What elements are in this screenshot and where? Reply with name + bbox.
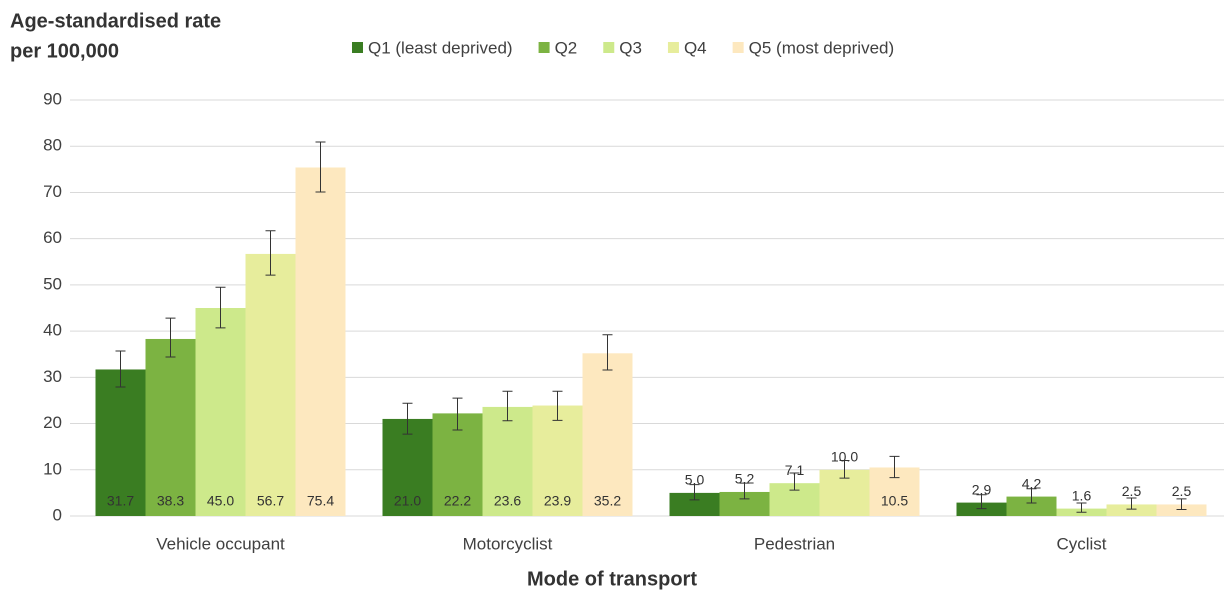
legend-swatch bbox=[538, 42, 550, 53]
bar bbox=[145, 338, 196, 516]
error-bar bbox=[165, 317, 176, 358]
value-label: 2.9 bbox=[972, 481, 992, 497]
bar bbox=[95, 369, 146, 516]
legend-swatch bbox=[667, 42, 679, 53]
bar bbox=[295, 167, 346, 517]
y-tick-label: 70 bbox=[43, 182, 62, 201]
bar bbox=[1006, 496, 1057, 516]
bar bbox=[956, 502, 1007, 516]
x-tick-label: Motorcyclist bbox=[463, 534, 553, 553]
y-tick-label: 10 bbox=[43, 459, 62, 478]
value-label: 56.7 bbox=[257, 493, 284, 509]
bar bbox=[1156, 504, 1207, 516]
error-bar bbox=[739, 482, 750, 500]
value-label: 1.6 bbox=[1072, 487, 1092, 503]
legend-label: Q3 bbox=[619, 38, 642, 57]
legend-label: Q1 (least deprived) bbox=[368, 38, 513, 57]
error-bar bbox=[315, 141, 326, 193]
y-axis-title: per 100,000 bbox=[10, 40, 119, 62]
y-tick-label: 0 bbox=[53, 505, 62, 524]
bar bbox=[582, 353, 633, 516]
value-label: 35.2 bbox=[594, 493, 621, 509]
value-label: 7.1 bbox=[785, 462, 805, 478]
error-bar bbox=[402, 402, 413, 435]
error-bar bbox=[552, 390, 563, 421]
y-tick-label: 60 bbox=[43, 228, 62, 247]
value-label: 10.5 bbox=[881, 493, 908, 509]
value-label: 5.0 bbox=[685, 472, 705, 488]
value-label: 2.5 bbox=[1172, 483, 1192, 499]
value-label: 22.2 bbox=[444, 493, 471, 509]
value-label: 2.5 bbox=[1122, 483, 1142, 499]
y-tick-label: 20 bbox=[43, 413, 62, 432]
error-bar bbox=[689, 484, 700, 501]
y-tick-label: 40 bbox=[43, 321, 62, 340]
error-bar bbox=[889, 455, 900, 479]
legend-label: Q5 (most deprived) bbox=[749, 38, 895, 57]
bar bbox=[532, 405, 583, 516]
bar bbox=[482, 406, 533, 516]
bar bbox=[1106, 504, 1157, 516]
legend-swatch bbox=[603, 42, 615, 53]
error-bar bbox=[502, 390, 513, 422]
legend-label: Q2 bbox=[555, 38, 578, 57]
y-tick-label: 50 bbox=[43, 274, 62, 293]
error-bar bbox=[1026, 488, 1037, 504]
error-bar bbox=[839, 460, 850, 479]
error-bar bbox=[215, 286, 226, 329]
bar bbox=[245, 253, 296, 517]
error-bar bbox=[789, 472, 800, 491]
error-bar bbox=[452, 397, 463, 431]
x-tick-label: Cyclist bbox=[1056, 534, 1106, 553]
error-bar bbox=[602, 334, 613, 371]
value-label: 10.0 bbox=[831, 448, 858, 464]
error-bar bbox=[1076, 502, 1087, 513]
value-label: 21.0 bbox=[394, 493, 421, 509]
y-tick-label: 90 bbox=[43, 89, 62, 108]
value-label: 23.9 bbox=[544, 493, 571, 509]
legend-label: Q4 bbox=[684, 38, 707, 57]
error-bar bbox=[265, 230, 276, 276]
x-tick-label: Pedestrian bbox=[754, 534, 835, 553]
error-bar bbox=[976, 494, 987, 510]
bar bbox=[195, 308, 246, 516]
legend-swatch bbox=[732, 42, 744, 53]
error-bar bbox=[115, 350, 126, 388]
bar bbox=[382, 418, 433, 516]
value-label: 4.2 bbox=[1022, 475, 1042, 491]
x-tick-label: Vehicle occupant bbox=[156, 534, 285, 553]
legend-swatch bbox=[352, 42, 363, 53]
value-label: 45.0 bbox=[207, 493, 234, 509]
x-axis-title: Mode of transport bbox=[527, 568, 697, 590]
error-bar bbox=[1126, 497, 1137, 510]
error-bar bbox=[1176, 498, 1187, 511]
y-tick-label: 30 bbox=[43, 367, 62, 386]
y-axis-title: Age-standardised rate bbox=[10, 10, 221, 32]
value-label: 5.2 bbox=[735, 471, 755, 487]
value-label: 31.7 bbox=[107, 493, 134, 509]
bar bbox=[669, 492, 720, 516]
value-label: 75.4 bbox=[307, 493, 334, 509]
y-tick-label: 80 bbox=[43, 136, 62, 155]
value-label: 23.6 bbox=[494, 493, 521, 509]
value-label: 38.3 bbox=[157, 493, 184, 509]
